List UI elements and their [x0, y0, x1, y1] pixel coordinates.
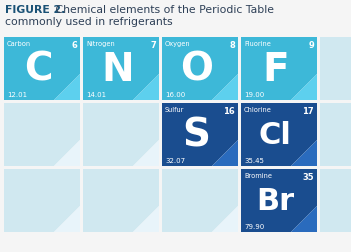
Polygon shape [133, 206, 159, 232]
Text: Br: Br [256, 186, 294, 215]
Text: 79.90: 79.90 [244, 223, 264, 229]
Polygon shape [54, 140, 80, 166]
Polygon shape [291, 75, 317, 101]
Text: 14.01: 14.01 [86, 92, 106, 98]
Polygon shape [4, 38, 80, 101]
Text: 6: 6 [71, 41, 77, 50]
Text: 19.00: 19.00 [244, 92, 264, 98]
Text: Carbon: Carbon [7, 41, 31, 47]
Polygon shape [162, 38, 238, 101]
Polygon shape [320, 38, 351, 101]
Text: commonly used in refrigerants: commonly used in refrigerants [5, 17, 173, 27]
Polygon shape [133, 140, 159, 166]
Text: 8: 8 [229, 41, 235, 50]
Polygon shape [320, 104, 351, 166]
Text: Chemical elements of the Periodic Table: Chemical elements of the Periodic Table [52, 5, 274, 15]
Polygon shape [162, 169, 238, 232]
Text: Nitrogen: Nitrogen [86, 41, 115, 47]
Text: 17: 17 [302, 107, 314, 115]
Text: Sulfur: Sulfur [165, 107, 184, 113]
Text: 9: 9 [308, 41, 314, 50]
Polygon shape [4, 104, 80, 166]
Text: 12.01: 12.01 [7, 92, 27, 98]
Polygon shape [54, 206, 80, 232]
Text: FIGURE 2.: FIGURE 2. [5, 5, 65, 15]
Text: 7: 7 [150, 41, 156, 50]
Polygon shape [83, 104, 159, 166]
Text: 32.07: 32.07 [165, 158, 185, 163]
Polygon shape [83, 38, 159, 101]
Polygon shape [54, 75, 80, 101]
Text: S: S [182, 116, 210, 154]
Polygon shape [320, 169, 351, 232]
Polygon shape [4, 169, 80, 232]
Polygon shape [83, 169, 159, 232]
Text: Bromine: Bromine [244, 172, 272, 178]
Polygon shape [241, 104, 317, 166]
Text: Chlorine: Chlorine [244, 107, 272, 113]
Polygon shape [212, 206, 238, 232]
Text: Oxygen: Oxygen [165, 41, 191, 47]
Polygon shape [212, 140, 238, 166]
Polygon shape [212, 75, 238, 101]
Text: 35.45: 35.45 [244, 158, 264, 163]
Text: N: N [101, 50, 133, 88]
Text: Cl: Cl [259, 120, 292, 149]
Text: F: F [262, 50, 289, 88]
Text: 35: 35 [302, 172, 314, 181]
Text: Fluorine: Fluorine [244, 41, 271, 47]
Polygon shape [291, 140, 317, 166]
Text: 16: 16 [223, 107, 235, 115]
Polygon shape [133, 75, 159, 101]
Polygon shape [241, 38, 317, 101]
Polygon shape [162, 104, 238, 166]
Text: 16.00: 16.00 [165, 92, 185, 98]
Polygon shape [291, 206, 317, 232]
Polygon shape [241, 169, 317, 232]
Text: C: C [24, 50, 52, 88]
Text: O: O [180, 50, 213, 88]
